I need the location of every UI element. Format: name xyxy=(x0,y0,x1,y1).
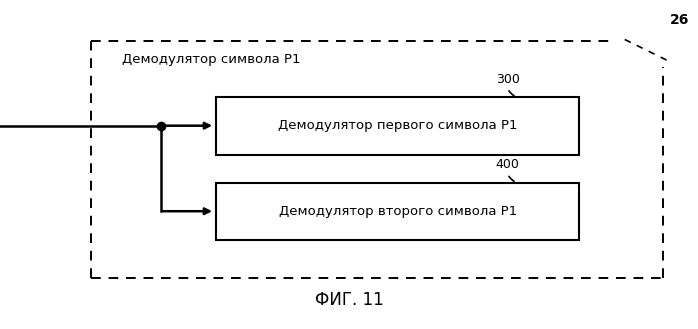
Bar xyxy=(216,183,579,240)
Text: 300: 300 xyxy=(496,72,519,96)
Text: Демодулятор первого символа Р1: Демодулятор первого символа Р1 xyxy=(278,119,518,132)
Text: 26: 26 xyxy=(670,13,690,27)
Text: Демодулятор второго символа Р1: Демодулятор второго символа Р1 xyxy=(279,205,517,218)
Text: Демодулятор символа Р1: Демодулятор символа Р1 xyxy=(122,53,301,66)
Text: 400: 400 xyxy=(496,158,519,181)
Text: ФИГ. 11: ФИГ. 11 xyxy=(315,291,383,309)
Bar xyxy=(216,97,579,155)
